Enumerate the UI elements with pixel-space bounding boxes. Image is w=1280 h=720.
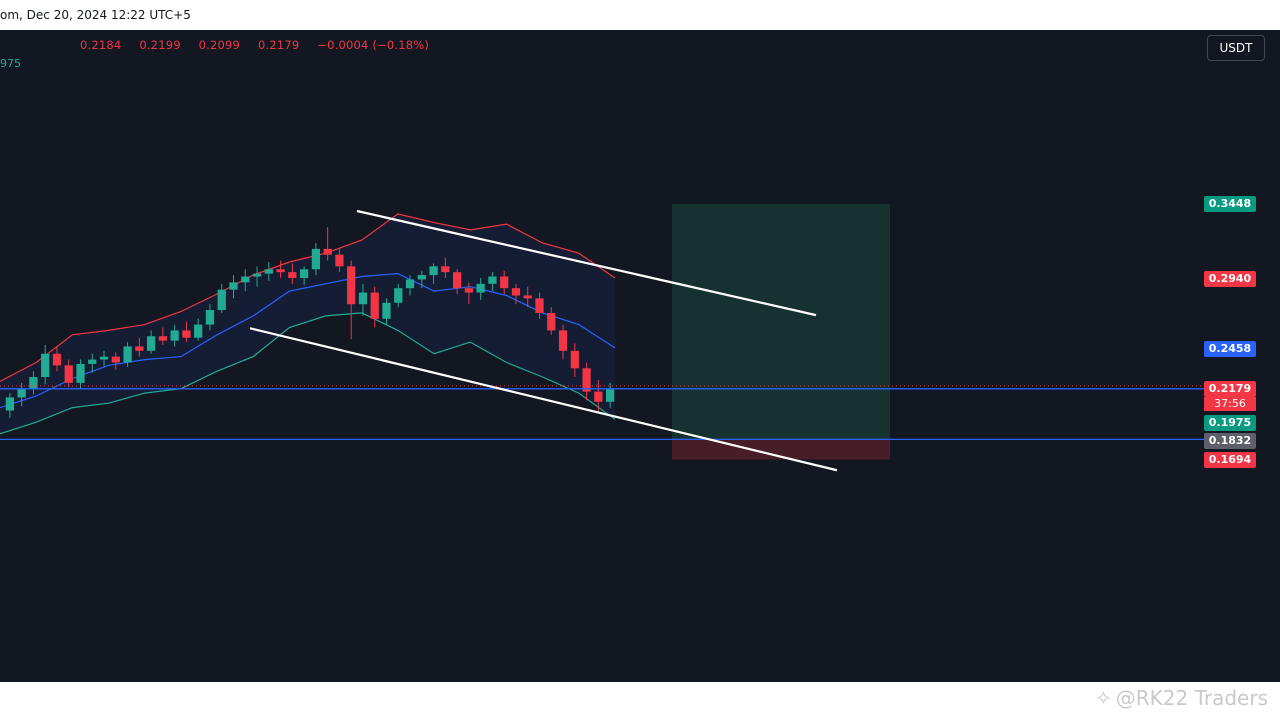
candle-body — [217, 289, 226, 311]
ohlc-low: 0.2099 — [198, 38, 241, 52]
ohlc-change: −0.0004 (−0.18%) — [317, 38, 430, 52]
candle-body — [382, 302, 391, 319]
candle-body — [299, 269, 309, 278]
candle-body — [123, 346, 132, 363]
profit-zone — [672, 204, 890, 440]
candle-body — [99, 356, 109, 360]
candle-body — [146, 336, 156, 351]
candle-body — [288, 272, 297, 278]
watermark-text: @RK22 Traders — [1115, 686, 1268, 710]
candle-body — [594, 391, 603, 402]
chart-header-bar: om, Dec 20, 2024 12:22 UTC+5 — [0, 0, 1280, 30]
ohlc-legend: 0.2184 0.2199 0.2099 0.2179 −0.0004 (−0.… — [80, 38, 443, 52]
candle-body — [394, 288, 403, 303]
candle-body — [205, 310, 215, 325]
candle-body — [464, 288, 474, 293]
candle-body — [64, 365, 73, 383]
candle-body — [323, 248, 332, 255]
price-chart-canvas[interactable] — [0, 30, 1280, 682]
candle-body — [488, 276, 497, 284]
candle-body — [41, 353, 50, 378]
candle-body — [311, 248, 321, 270]
candle-body — [170, 330, 179, 341]
candle-body — [5, 397, 15, 411]
candle-body — [241, 276, 250, 283]
candle-body — [570, 350, 579, 369]
candle-body — [135, 346, 144, 351]
candle-body — [347, 266, 356, 305]
lower-band-line — [0, 312, 616, 435]
candle-body — [500, 276, 509, 289]
ohlc-open: 0.2184 — [80, 38, 122, 52]
price-label-upper-band: 0.2940 — [1204, 271, 1256, 287]
ohlc-close: 0.2179 — [257, 38, 300, 52]
price-label-entry: 0.1832 — [1204, 433, 1256, 449]
candle-body — [252, 273, 262, 277]
candle-body — [511, 288, 521, 296]
candle-body — [370, 292, 379, 319]
candle-body — [29, 377, 38, 389]
candle-body — [182, 330, 191, 338]
price-label-lower-band: 0.1975 — [1204, 415, 1256, 431]
upper-band-line — [0, 213, 616, 382]
candle-body — [111, 356, 120, 363]
candle-body — [194, 324, 203, 338]
candle-body — [76, 363, 85, 383]
candle-body — [17, 388, 26, 398]
candle-body — [558, 330, 568, 351]
candle-body — [535, 298, 544, 313]
binance-logo-icon: ✧ — [1095, 686, 1112, 710]
candle-body — [264, 269, 273, 274]
candle-body — [52, 353, 62, 366]
band-fill — [0, 213, 615, 434]
candle-body — [229, 282, 238, 290]
candle-body — [158, 336, 168, 341]
footer-area — [0, 682, 1280, 720]
candle-body — [335, 254, 344, 267]
bar-countdown: 37:56 — [1204, 397, 1256, 411]
candle-body — [523, 295, 532, 299]
symbol-date-header: om, Dec 20, 2024 12:22 UTC+5 — [0, 8, 191, 22]
candle-body — [452, 272, 462, 289]
ohlc-high: 0.2199 — [139, 38, 181, 52]
watermark: ✧ @RK22 Traders — [1095, 686, 1268, 710]
price-label-target: 0.3448 — [1204, 196, 1256, 212]
price-label-last-price: 0.2179 — [1204, 381, 1256, 397]
chart-pane[interactable]: 0.2184 0.2199 0.2099 0.2179 −0.0004 (−0.… — [0, 30, 1280, 682]
candle-body — [358, 292, 368, 305]
candle-body — [417, 275, 426, 280]
price-label-stop: 0.1694 — [1204, 452, 1256, 468]
indicator-value: 975 — [0, 57, 21, 70]
middle-band-line — [0, 272, 616, 409]
candle-body — [441, 266, 450, 273]
candle-body — [276, 269, 285, 273]
lower-channel-trendline — [249, 327, 838, 472]
candle-body — [605, 388, 615, 402]
candle-body — [547, 312, 556, 331]
candle-body — [88, 359, 97, 364]
candle-body — [405, 279, 415, 289]
candle-body — [582, 368, 591, 392]
candle-body — [476, 283, 485, 293]
upper-channel-trendline — [356, 209, 817, 317]
candle-body — [429, 266, 438, 276]
price-label-middle-band: 0.2458 — [1204, 341, 1256, 357]
currency-button[interactable]: USDT — [1207, 35, 1265, 61]
